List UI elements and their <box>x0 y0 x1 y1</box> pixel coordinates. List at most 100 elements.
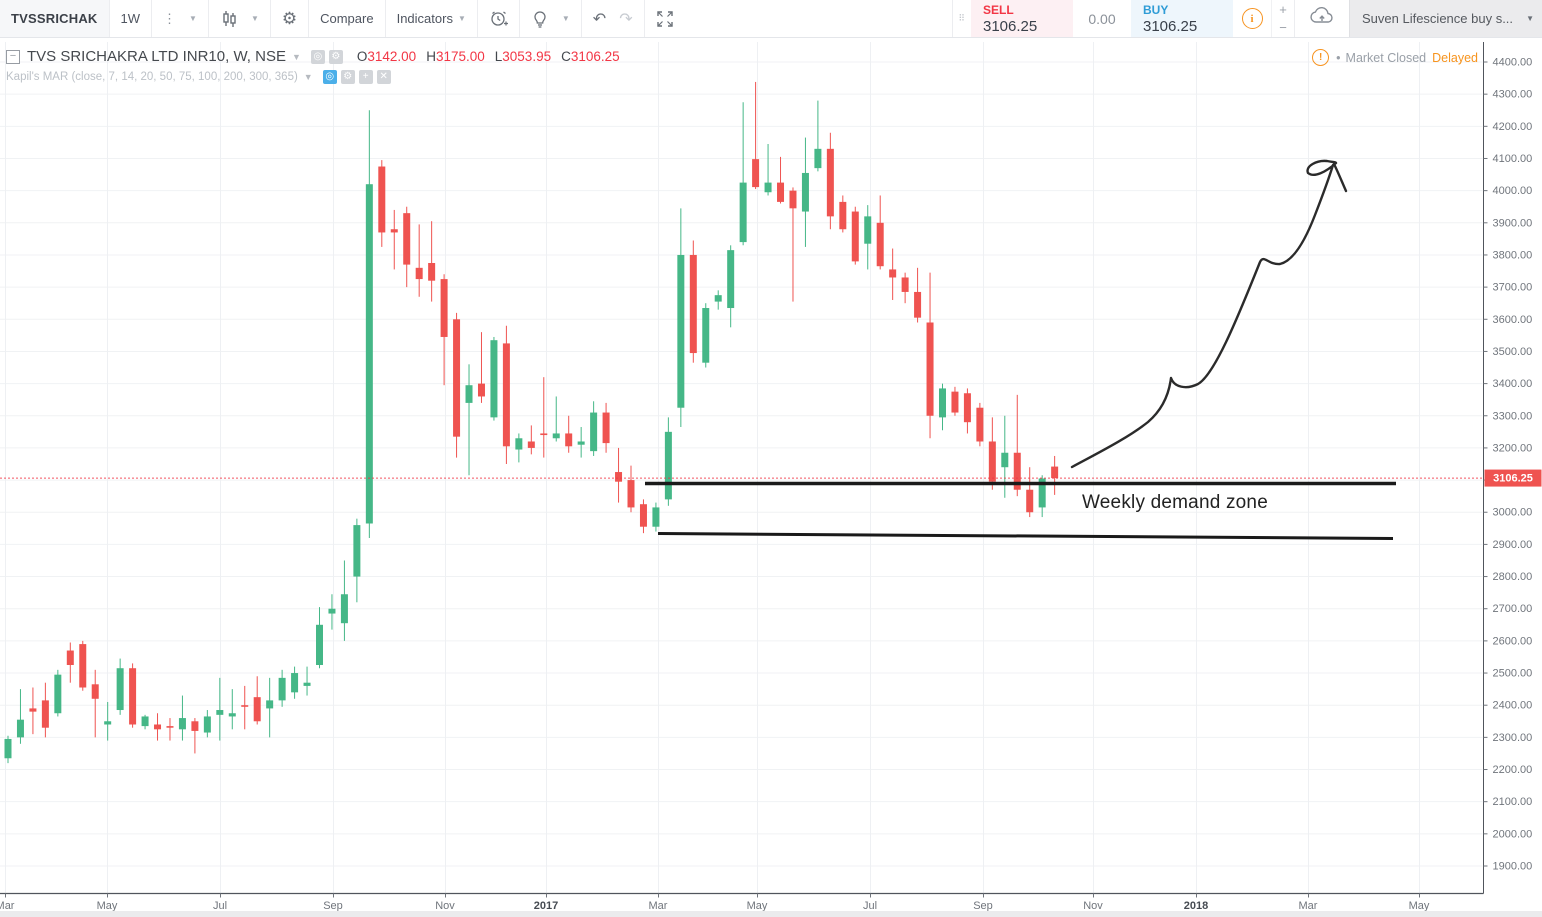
gear-icon[interactable]: ⚙ <box>328 49 343 64</box>
candle[interactable] <box>340 560 348 641</box>
candle[interactable] <box>166 718 174 741</box>
indicator-gear-icon[interactable]: ⚙ <box>340 70 355 84</box>
candle[interactable] <box>453 312 461 458</box>
drag-handle-icon[interactable]: ⠿ <box>958 13 966 23</box>
projection-arrow-drawing[interactable] <box>1070 159 1348 469</box>
candle[interactable] <box>403 206 411 288</box>
candle[interactable] <box>178 695 186 741</box>
fullscreen-button[interactable] <box>645 0 685 37</box>
candle[interactable] <box>316 607 323 669</box>
candle[interactable] <box>502 325 510 464</box>
candle[interactable] <box>79 640 87 691</box>
candle[interactable] <box>540 377 548 458</box>
candle[interactable] <box>777 156 785 204</box>
redo-button[interactable]: ↷ <box>617 0 643 37</box>
chevron-down-icon[interactable]: ▼ <box>303 72 313 82</box>
candle[interactable] <box>652 502 660 532</box>
indicator-remove-icon[interactable]: ✕ <box>376 70 391 84</box>
save-layout-button[interactable] <box>1294 0 1349 37</box>
candle[interactable] <box>378 160 386 247</box>
zoom-in-button[interactable]: + <box>1279 1 1287 17</box>
indicator-eye-toggle-icon[interactable]: ◎ <box>322 70 337 84</box>
candle[interactable] <box>615 447 623 503</box>
candle[interactable] <box>328 594 336 630</box>
candle[interactable] <box>104 701 112 741</box>
symbol-search-button[interactable]: TVSSRICHAK <box>0 0 109 37</box>
interval-button[interactable]: 1W <box>120 11 141 26</box>
candle[interactable] <box>1013 394 1021 497</box>
candle[interactable] <box>141 714 149 730</box>
candle[interactable] <box>29 687 37 735</box>
interval-menu-button[interactable]: ⋮ <box>152 0 180 37</box>
candle[interactable] <box>951 386 959 416</box>
candle[interactable] <box>702 303 710 368</box>
candle[interactable] <box>16 689 24 744</box>
candle[interactable] <box>440 274 448 386</box>
candle[interactable] <box>1051 455 1059 495</box>
candle[interactable] <box>851 206 859 265</box>
candle[interactable] <box>241 685 249 730</box>
candle[interactable] <box>477 332 485 403</box>
candle[interactable] <box>565 415 573 453</box>
candle[interactable] <box>801 137 809 247</box>
candle[interactable] <box>839 195 847 233</box>
candle[interactable] <box>54 669 62 717</box>
add-alert-button[interactable] <box>478 0 519 37</box>
candle[interactable] <box>914 267 922 323</box>
compare-button[interactable]: Compare <box>320 11 374 26</box>
candle[interactable] <box>789 187 797 302</box>
candle[interactable] <box>515 433 523 463</box>
candle[interactable] <box>714 290 722 310</box>
indicator-add-icon[interactable]: + <box>358 70 373 84</box>
candle[interactable] <box>764 144 772 196</box>
warning-circle-icon[interactable]: ! <box>1312 49 1330 66</box>
collapse-legend-icon[interactable]: − <box>6 49 20 64</box>
candle[interactable] <box>664 417 672 506</box>
price-axis[interactable]: 1900.00 2000.00 2100.00 2200.00 2300.00 2400.… <box>1483 42 1542 894</box>
candle[interactable] <box>590 401 598 456</box>
candle[interactable] <box>91 669 99 738</box>
buy-button[interactable]: BUY 3106.25 <box>1131 0 1233 37</box>
price-chart[interactable]: 1900.00 2000.00 2100.00 2200.00 2300.00 2400.… <box>0 37 1542 917</box>
trading-info-button[interactable]: i <box>1233 0 1271 37</box>
indicators-button[interactable]: Indicators ▼ <box>386 0 477 37</box>
candle[interactable] <box>465 364 473 476</box>
candle[interactable] <box>602 402 610 453</box>
candle[interactable] <box>390 209 398 270</box>
candle[interactable] <box>1038 475 1046 518</box>
candle[interactable] <box>926 272 934 439</box>
candle[interactable] <box>864 205 872 270</box>
candle[interactable] <box>415 224 423 297</box>
candle[interactable] <box>689 240 697 363</box>
layout-dropdown[interactable]: Suven Lifescience buy s... ▼ <box>1349 0 1542 37</box>
time-axis[interactable]: Mar May Jul Sep Nov 2017 Mar May Jul Sep Nov 2018 Ma… <box>0 892 1484 913</box>
candle[interactable] <box>4 735 12 764</box>
demand-zone-lower-line[interactable] <box>657 532 1394 540</box>
candle[interactable] <box>552 396 560 442</box>
candle[interactable] <box>365 110 373 538</box>
ideas-button[interactable] <box>520 0 553 37</box>
interval-dropdown-caret[interactable]: ▼ <box>180 0 208 37</box>
sell-button[interactable]: SELL 3106.25 <box>971 0 1073 37</box>
candle[interactable] <box>129 663 137 728</box>
delayed-badge[interactable]: Delayed <box>1432 50 1478 65</box>
candle[interactable] <box>216 677 224 741</box>
undo-button[interactable]: ↶ <box>582 0 617 37</box>
candle[interactable] <box>976 402 984 447</box>
candle[interactable] <box>191 718 199 754</box>
candle[interactable] <box>291 666 299 699</box>
candle[interactable] <box>677 208 685 428</box>
chevron-down-icon[interactable]: ▼ <box>291 51 301 62</box>
candle[interactable] <box>1001 415 1009 498</box>
candle[interactable] <box>41 682 49 738</box>
candle[interactable] <box>253 676 261 725</box>
candle[interactable] <box>527 425 535 455</box>
zoom-out-button[interactable]: − <box>1279 20 1287 36</box>
candle[interactable] <box>228 689 236 730</box>
candle[interactable] <box>939 383 946 431</box>
candle[interactable] <box>889 248 897 300</box>
candle[interactable] <box>901 272 909 304</box>
chart-style-button[interactable] <box>209 0 242 37</box>
candle[interactable] <box>116 658 124 715</box>
candle[interactable] <box>739 102 747 246</box>
